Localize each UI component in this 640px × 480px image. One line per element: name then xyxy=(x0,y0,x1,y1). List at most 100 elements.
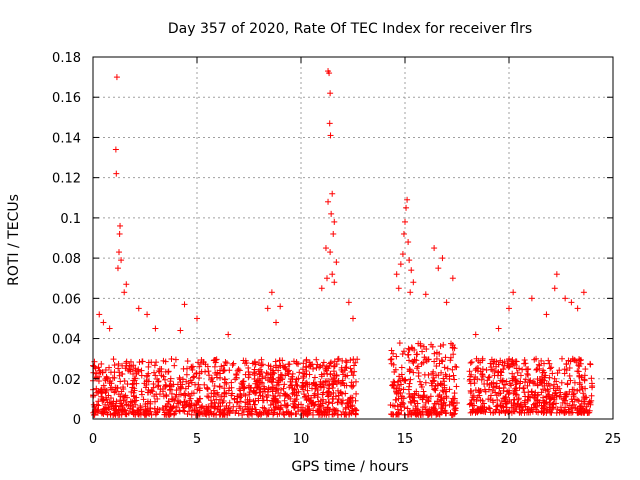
band-point xyxy=(477,359,484,366)
band-point xyxy=(120,384,127,391)
data-point xyxy=(551,285,558,292)
band-point xyxy=(451,345,458,352)
band-point xyxy=(578,374,585,381)
band-point xyxy=(100,397,107,404)
band-point xyxy=(117,393,124,400)
band-point xyxy=(189,407,196,414)
band-point xyxy=(226,399,233,406)
band-point xyxy=(428,411,435,418)
band-point xyxy=(118,400,125,407)
band-point xyxy=(554,406,561,413)
band-point xyxy=(313,364,320,371)
band-point xyxy=(207,397,214,404)
data-point xyxy=(181,301,188,308)
band-point xyxy=(339,390,346,397)
band-point xyxy=(525,389,532,396)
band-point xyxy=(259,375,266,382)
data-point xyxy=(403,204,410,211)
band-point xyxy=(248,384,255,391)
band-point xyxy=(295,361,302,368)
band-point xyxy=(431,386,438,393)
data-point xyxy=(405,239,412,246)
band-point xyxy=(475,387,482,394)
band-point xyxy=(388,355,395,362)
band-point xyxy=(512,385,519,392)
band-point xyxy=(165,398,172,405)
data-point xyxy=(225,331,232,338)
band-point xyxy=(127,366,134,373)
band-point xyxy=(216,383,223,390)
dense-data-bands xyxy=(90,340,596,418)
band-point xyxy=(526,378,533,385)
band-point xyxy=(242,360,249,367)
data-point xyxy=(326,70,333,77)
chart-title: Day 357 of 2020, Rate Of TEC Index for r… xyxy=(168,21,532,37)
band-point xyxy=(344,399,351,406)
band-point xyxy=(306,405,313,412)
band-point xyxy=(413,405,420,412)
band-point xyxy=(451,406,458,413)
band-point xyxy=(443,373,450,380)
band-point xyxy=(222,376,229,383)
band-point xyxy=(524,370,531,377)
band-point xyxy=(419,408,426,415)
band-point xyxy=(400,400,407,407)
band-point xyxy=(473,355,480,362)
band-point xyxy=(94,407,101,414)
band-point xyxy=(195,381,202,388)
band-point xyxy=(566,372,573,379)
band-point xyxy=(151,405,158,412)
band-point xyxy=(442,407,449,414)
band-point xyxy=(575,362,582,369)
band-point xyxy=(276,406,283,413)
band-point xyxy=(470,407,477,414)
band-point xyxy=(506,380,513,387)
band-point xyxy=(481,404,488,411)
data-point xyxy=(96,311,103,318)
band-point xyxy=(425,356,432,363)
band-point xyxy=(239,383,246,390)
band-point xyxy=(470,392,477,399)
band-point xyxy=(579,385,586,392)
band-point xyxy=(420,388,427,395)
band-point xyxy=(225,387,232,394)
band-point xyxy=(515,396,522,403)
band-point xyxy=(479,372,486,379)
band-point xyxy=(486,405,493,412)
band-point xyxy=(509,370,516,377)
band-point xyxy=(168,390,175,397)
band-point xyxy=(201,381,208,388)
band-point xyxy=(485,374,492,381)
band-point xyxy=(420,343,427,350)
band-point xyxy=(251,366,258,373)
band-point xyxy=(318,409,325,416)
band-point xyxy=(433,372,440,379)
band-point xyxy=(399,399,406,406)
band-point xyxy=(290,358,297,365)
band-point xyxy=(303,371,310,378)
band-point xyxy=(112,388,119,395)
band-point xyxy=(564,380,571,387)
band-point xyxy=(531,380,538,387)
band-point xyxy=(330,368,337,375)
band-point xyxy=(493,380,500,387)
grid-lines xyxy=(93,57,613,419)
band-point xyxy=(259,393,266,400)
band-point xyxy=(330,389,337,396)
band-point xyxy=(239,411,246,418)
band-point xyxy=(205,407,212,414)
band-point xyxy=(513,379,520,386)
band-point xyxy=(566,402,573,409)
band-point xyxy=(333,372,340,379)
band-point xyxy=(164,400,171,407)
x-tick-label: 25 xyxy=(605,432,622,447)
band-point xyxy=(497,357,504,364)
band-point xyxy=(332,393,339,400)
band-point xyxy=(410,407,417,414)
band-point xyxy=(184,358,191,365)
band-point xyxy=(487,392,494,399)
x-tick-labels: 0 5 10 15 20 25 xyxy=(89,432,621,447)
data-point xyxy=(406,257,413,264)
band-point xyxy=(425,397,432,404)
band-point xyxy=(419,411,426,418)
